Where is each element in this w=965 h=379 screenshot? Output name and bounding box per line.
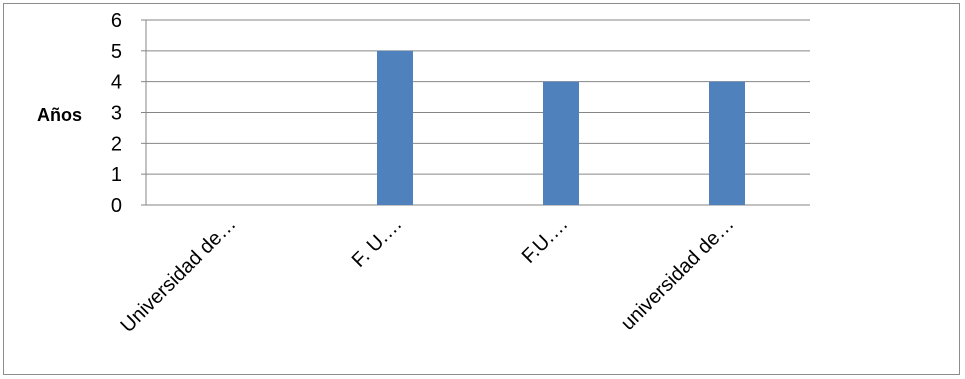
y-tick-label: 0 xyxy=(111,195,122,217)
y-tick-label: 2 xyxy=(111,133,122,155)
chart-frame xyxy=(3,3,960,375)
y-tick-label: 5 xyxy=(111,41,122,63)
bar xyxy=(709,81,745,205)
y-tick-labels: 0 1 2 3 4 5 6 xyxy=(111,10,122,217)
bars xyxy=(377,50,745,206)
x-tick-labels: Universidad de… F. U.… F.U.… universidad de… xyxy=(116,213,738,337)
x-tick-label: F.U.… xyxy=(518,213,573,268)
y-axis-label: Años xyxy=(37,105,82,125)
y-tick-label: 4 xyxy=(111,72,122,94)
y-tick-label: 1 xyxy=(111,164,122,186)
gridlines xyxy=(141,19,810,206)
bar xyxy=(543,81,579,205)
bar xyxy=(377,50,413,206)
x-tick-label: Universidad de… xyxy=(116,213,240,337)
y-tick-label: 6 xyxy=(111,10,122,32)
x-tick-label: universidad de… xyxy=(617,213,739,335)
y-tick-label: 3 xyxy=(111,103,122,125)
x-tick-label: F. U.… xyxy=(348,213,407,272)
